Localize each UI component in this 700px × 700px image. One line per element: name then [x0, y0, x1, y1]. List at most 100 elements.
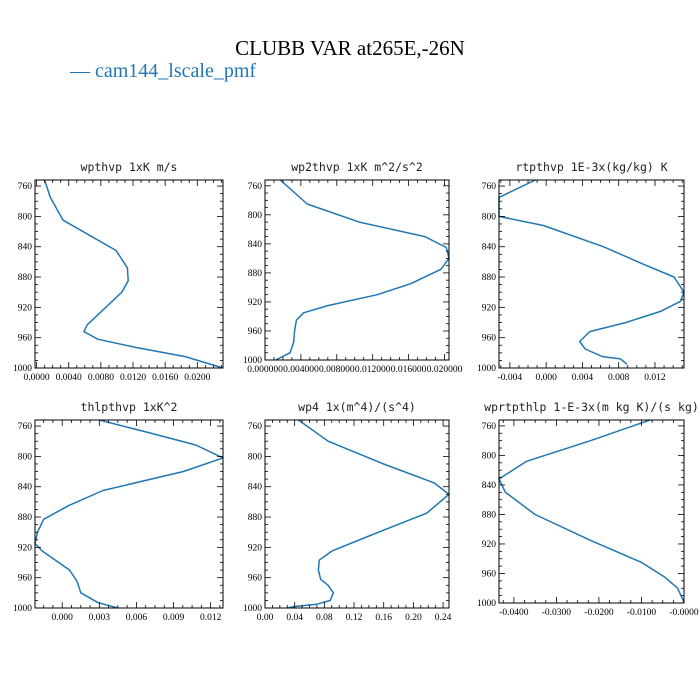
legend-entry: — cam144_lscale_pmf: [69, 60, 256, 82]
series-line: [498, 179, 685, 365]
plot-frame: [264, 179, 450, 361]
x-tick-label: 0.12: [346, 613, 363, 623]
y-tick-label: 800: [248, 211, 263, 221]
panel-title: wp4 1x(m^4)/(s^4): [298, 400, 416, 414]
x-tick-label: 0.008000: [319, 365, 355, 375]
y-tick-label: 920: [248, 298, 263, 308]
x-tick-label: 0.0040: [56, 373, 82, 383]
y-tick-label: 800: [18, 212, 33, 222]
x-tick-label: 0.0160: [152, 373, 178, 383]
y-tick-label: 920: [18, 543, 33, 553]
panel-title: wprtpthlp 1-E-3x(m kg K)/(s kg): [484, 400, 699, 414]
y-tick-label: 960: [248, 574, 263, 584]
y-tick-label: 920: [18, 303, 33, 313]
x-tick-label: -0.0000: [669, 608, 699, 618]
y-tick-label: 760: [248, 422, 263, 432]
plot-frame: [34, 419, 224, 609]
panel-title: wpthvp 1xK m/s: [81, 160, 178, 174]
y-tick-label: 960: [18, 574, 33, 584]
x-tick-label: 0.00: [257, 613, 274, 623]
y-tick-label: 1000: [243, 604, 262, 614]
y-tick-label: 760: [18, 422, 33, 432]
series-line: [43, 179, 224, 369]
x-tick-label: 0.20: [405, 613, 422, 623]
y-tick-label: 800: [248, 452, 263, 462]
panel-4: thlpthvp 1xK^2 760 800 840 880 920 960 1000 0.00…: [13, 400, 224, 623]
y-tick-label: 760: [248, 182, 263, 192]
x-tick-label: 0.16: [375, 613, 392, 623]
x-tick-label: 0.003: [89, 613, 111, 623]
x-tick-label: 0.012000: [355, 365, 391, 375]
panel-title: thlpthvp 1xK^2: [81, 400, 178, 414]
y-tick-label: 960: [248, 327, 263, 337]
x-tick-label: -0.0400: [499, 608, 529, 618]
x-tick-label: 0.009: [163, 613, 185, 623]
y-tick-label: 800: [482, 212, 497, 222]
x-tick-label: 0.012: [200, 613, 222, 623]
x-tick-label: 0.000: [52, 613, 74, 623]
y-tick-label: 920: [248, 543, 263, 553]
y-tick-label: 1000: [243, 356, 262, 366]
y-tick-label: 840: [248, 240, 263, 250]
panel-title: rtpthvp 1E-3x(kg/kg) K: [515, 160, 667, 174]
panel-5: wp4 1x(m^4)/(s^4)76080084088092096010000…: [243, 400, 452, 623]
x-tick-label: 0.0120: [120, 373, 146, 383]
y-tick-label: 800: [482, 451, 497, 461]
chart-panels: wpthvp 1xK m/s76080084088092096010000.00…: [13, 160, 699, 623]
x-tick-label: 0.24: [435, 613, 452, 623]
y-tick-label: 880: [18, 273, 33, 283]
panel-3: rtpthvp 1E-3x(kg/kg) K 760 800 840 880 920 960…: [477, 160, 685, 383]
figure-title: CLUBB VAR at265E,-26N: [235, 36, 465, 60]
y-tick-label: 1000: [13, 604, 32, 614]
x-tick-label: 0.006: [126, 613, 148, 623]
x-tick-label: 0.08: [316, 613, 333, 623]
y-tick-label: 880: [248, 269, 263, 279]
x-tick-label: 0.020000: [427, 365, 463, 375]
y-tick-label: 840: [18, 243, 33, 253]
y-tick-label: 880: [18, 513, 33, 523]
x-tick-label: 0.012: [644, 373, 666, 383]
y-tick-label: 800: [18, 452, 33, 462]
panel-2: wp2thvp 1xK m^2/s^2 760 800 840 880 920 960 100…: [243, 160, 463, 375]
series-line: [287, 419, 450, 609]
y-tick-label: 840: [18, 483, 33, 493]
x-tick-label: -0.0100: [627, 608, 657, 618]
y-tick-label: 1000: [477, 599, 496, 609]
x-tick-label: 0.008: [608, 373, 630, 383]
panel-6: wprtpthlp 1-E-3x(m kg K)/(s kg) 760 800 840…: [477, 400, 699, 618]
y-tick-label: 760: [482, 182, 497, 192]
x-tick-label: 0.000000: [247, 365, 283, 375]
y-tick-label: 920: [482, 540, 497, 550]
y-tick-label: 960: [482, 569, 497, 579]
y-tick-label: 1000: [13, 364, 32, 374]
x-tick-label: -0.0300: [542, 608, 572, 618]
x-tick-label: 0.004: [572, 373, 594, 383]
y-tick-label: 880: [248, 513, 263, 523]
plot-frame: [264, 419, 450, 609]
series-line: [275, 179, 450, 361]
y-tick-label: 880: [482, 510, 497, 520]
y-tick-label: 880: [482, 273, 497, 283]
y-tick-label: 840: [248, 483, 263, 493]
y-tick-label: 840: [482, 243, 497, 253]
x-tick-label: 0.0200: [184, 373, 210, 383]
x-tick-label: 0.0000: [24, 373, 50, 383]
y-tick-label: 840: [482, 481, 497, 491]
x-tick-label: -0.004: [498, 373, 523, 383]
x-tick-label: 0.0080: [88, 373, 114, 383]
x-tick-label: 0.000: [535, 373, 557, 383]
plot-frame: [498, 179, 685, 369]
y-tick-label: 920: [482, 303, 497, 313]
series-line: [34, 419, 224, 609]
y-tick-label: 960: [18, 334, 33, 344]
y-tick-label: 1000: [477, 364, 496, 374]
x-tick-label: -0.0200: [584, 608, 614, 618]
x-tick-label: 0.004000: [283, 365, 319, 375]
panel-1: wpthvp 1xK m/s76080084088092096010000.00…: [13, 160, 224, 383]
x-tick-label: 0.04: [286, 613, 303, 623]
y-tick-label: 760: [482, 422, 497, 432]
y-tick-label: 760: [18, 182, 33, 192]
plot-frame: [34, 179, 224, 369]
y-tick-label: 960: [482, 334, 497, 344]
